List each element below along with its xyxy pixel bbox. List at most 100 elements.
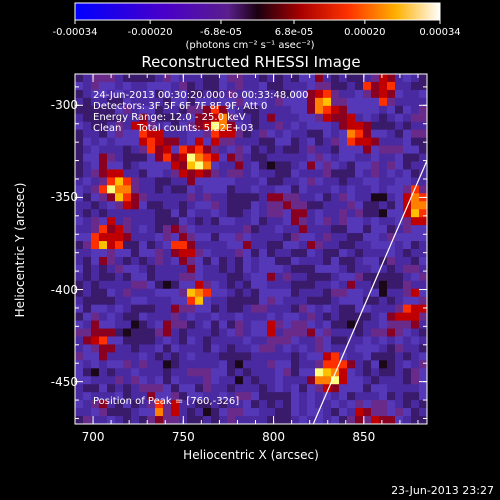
heatmap-cell	[363, 312, 372, 322]
heatmap-cell	[155, 81, 164, 91]
heatmap-cell	[387, 137, 396, 147]
heatmap-cell	[339, 272, 348, 282]
heatmap-cell	[139, 392, 148, 401]
heatmap-cell	[219, 137, 228, 147]
heatmap-cell	[235, 97, 244, 107]
heatmap-cell	[107, 185, 116, 194]
heatmap-cell	[403, 105, 412, 115]
heatmap-cell	[307, 256, 316, 266]
heatmap-cell	[395, 105, 404, 115]
heatmap-cell	[283, 217, 292, 226]
heatmap-cell	[91, 201, 100, 210]
heatmap-cell	[379, 312, 388, 322]
heatmap-cell	[307, 408, 316, 417]
heatmap-cell	[99, 368, 108, 377]
heatmap-cell	[147, 408, 156, 417]
heatmap-cell	[147, 121, 156, 131]
heatmap-cell	[323, 169, 332, 178]
heatmap-cell	[371, 352, 380, 361]
heatmap-cell	[363, 241, 372, 250]
heatmap-cell	[291, 312, 300, 322]
heatmap-cell	[251, 264, 260, 274]
heatmap-cell	[99, 256, 108, 266]
heatmap-cell	[371, 376, 380, 385]
heatmap-cell	[363, 89, 372, 99]
heatmap-cell	[99, 376, 108, 385]
heatmap-cell	[91, 153, 100, 162]
heatmap-cell	[179, 352, 188, 361]
heatmap-cell	[75, 256, 84, 266]
heatmap-cell	[387, 336, 396, 345]
heatmap-cell	[91, 233, 100, 242]
heatmap-cell	[387, 97, 396, 107]
heatmap-cell	[411, 153, 420, 162]
heatmap-cell	[235, 312, 244, 322]
heatmap-cell	[251, 376, 260, 385]
heatmap-cell	[235, 352, 244, 361]
heatmap-cell	[259, 177, 268, 186]
heatmap-cell	[163, 74, 172, 83]
heatmap-cell	[379, 320, 388, 330]
heatmap-cell	[411, 392, 420, 401]
heatmap-cell	[259, 225, 268, 234]
heatmap-cell	[419, 384, 427, 393]
heatmap-cell	[211, 129, 220, 139]
heatmap-cell	[147, 272, 156, 282]
heatmap-cell	[115, 161, 124, 170]
heatmap-cell	[243, 129, 252, 139]
heatmap-cell	[307, 161, 316, 170]
heatmap-cell	[299, 296, 308, 306]
heatmap-cell	[131, 344, 140, 353]
heatmap-cell	[139, 376, 148, 385]
heatmap-cell	[323, 376, 332, 385]
heatmap-cell	[123, 249, 132, 258]
heatmap-cell	[283, 161, 292, 170]
heatmap-cell	[259, 256, 268, 266]
heatmap-cell	[211, 161, 220, 170]
heatmap-cell	[323, 272, 332, 282]
heatmap-cell	[323, 145, 332, 155]
heatmap-cell	[323, 105, 332, 115]
heatmap-cell	[99, 408, 108, 417]
heatmap-cell	[323, 89, 332, 99]
heatmap-cell	[83, 161, 92, 170]
heatmap-cell	[243, 288, 252, 298]
heatmap-cell	[75, 233, 84, 242]
heatmap-cell	[107, 97, 116, 107]
heatmap-cell	[219, 384, 228, 393]
heatmap-cell	[91, 193, 100, 202]
heatmap-cell	[331, 312, 340, 322]
heatmap-cell	[115, 185, 124, 194]
heatmap-cell	[219, 256, 228, 266]
y-tick-label: -300	[50, 98, 78, 113]
heatmap-cell	[363, 328, 372, 337]
heatmap-cell	[331, 233, 340, 242]
heatmap-cell	[371, 97, 380, 107]
heatmap-cell	[219, 74, 228, 83]
heatmap-cell	[203, 264, 212, 274]
heatmap-cell	[203, 344, 212, 353]
heatmap-cell	[83, 400, 92, 409]
heatmap-cell	[163, 392, 172, 401]
heatmap-cell	[83, 392, 92, 401]
heatmap-cell	[123, 241, 132, 250]
heatmap-cell	[315, 121, 324, 131]
heatmap-cell	[339, 416, 348, 424]
heatmap-cell	[243, 137, 252, 147]
heatmap-cell	[123, 209, 132, 218]
heatmap-cell	[115, 177, 124, 186]
heatmap-cell	[235, 74, 244, 83]
heatmap-cell	[339, 169, 348, 178]
heatmap-cell	[211, 105, 220, 115]
heatmap-cell	[419, 169, 427, 178]
heatmap-cell	[371, 368, 380, 377]
heatmap-cell	[371, 113, 380, 123]
heatmap-cell	[131, 81, 140, 91]
heatmap-cell	[227, 336, 236, 345]
heatmap-cell	[355, 408, 364, 417]
heatmap-cell	[203, 400, 212, 409]
heatmap-cell	[107, 256, 116, 266]
heatmap-cell	[307, 145, 316, 155]
heatmap-cell	[203, 288, 212, 298]
heatmap-cell	[123, 225, 132, 234]
